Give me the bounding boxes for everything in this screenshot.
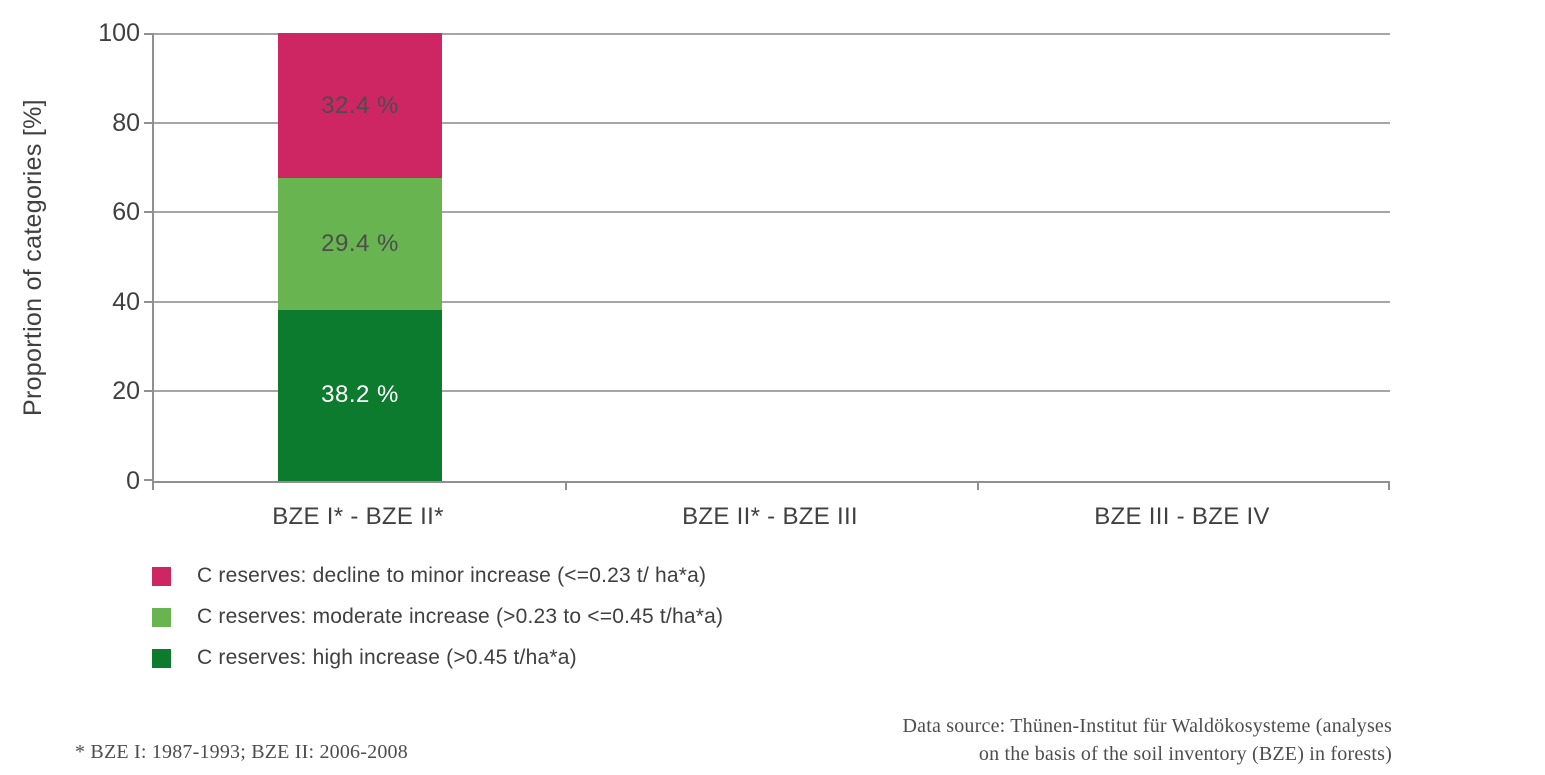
legend-item-label: C reserves: high increase (>0.45 t/ha*a) (197, 646, 577, 669)
bar-segment: 32.4 % (278, 33, 442, 179)
legend-swatch-high-icon (152, 648, 171, 668)
bar-segment: 38.2 % (278, 309, 442, 481)
plot-area: 38.2 % 29.4 % 32.4 % (144, 33, 1390, 490)
data-source-line1: Data source: Thünen-Institut für Waldöko… (902, 715, 1392, 737)
y-axis-tick (144, 121, 153, 124)
x-axis-label: BZE III - BZE IV (1094, 503, 1270, 530)
legend-swatch-decline-icon (152, 566, 171, 586)
x-axis-label: BZE I* - BZE II* (272, 503, 444, 530)
x-axis-tick (977, 481, 979, 490)
y-tick-label: 20 (112, 377, 140, 406)
y-axis-tick (144, 211, 153, 214)
data-source-note: Data source: Thünen-Institut für Waldöko… (903, 712, 1393, 768)
y-tick-label: 60 (112, 198, 140, 227)
y-axis-tick (144, 390, 153, 393)
y-tick-label: 80 (112, 108, 140, 137)
segment-value-label: 38.2 % (321, 381, 399, 409)
segment-value-label: 29.4 % (321, 230, 399, 258)
y-axis-tick (144, 479, 153, 481)
bar-segment: 29.4 % (278, 178, 442, 310)
y-axis-tick-labels: 0 20 40 60 80 100 (60, 19, 140, 495)
data-source-line2: on the basis of the soil inventory (BZE)… (978, 743, 1392, 765)
legend-item-label: C reserves: decline to minor increase (<… (197, 564, 707, 587)
x-axis-labels: BZE I* - BZE II* BZE II* - BZE III BZE III… (152, 503, 1390, 535)
x-axis-label: BZE II* - BZE III (682, 503, 858, 530)
legend-item-label: C reserves: moderate increase (>0.23 to … (197, 605, 724, 628)
gridline (154, 211, 1390, 214)
x-axis-tick (1388, 481, 1390, 490)
y-tick-label: 40 (112, 287, 140, 316)
legend-swatch-moderate-icon (152, 607, 171, 627)
gridline (154, 121, 1390, 124)
gridline (154, 33, 1390, 35)
y-axis-title: Proportion of categories [%] (19, 99, 47, 417)
x-axis-tick (565, 481, 567, 490)
x-axis-tick (152, 481, 154, 490)
y-tick-label: 0 (126, 467, 140, 495)
gridline (154, 300, 1390, 303)
footnote-bze-dates: * BZE I: 1987-1993; BZE II: 2006-2008 (75, 741, 408, 763)
y-axis-tick (144, 300, 153, 303)
legend-item: C reserves: decline to minor increase (<… (152, 564, 723, 587)
gridline (154, 390, 1390, 393)
legend-item: C reserves: moderate increase (>0.23 to … (152, 605, 724, 628)
legend: C reserves: decline to minor increase (<… (152, 564, 724, 689)
y-tick-label: 100 (98, 19, 140, 47)
y-axis-tick (144, 33, 153, 35)
segment-value-label: 32.4 % (321, 91, 399, 119)
legend-item: C reserves: high increase (>0.45 t/ha*a) (152, 646, 723, 669)
